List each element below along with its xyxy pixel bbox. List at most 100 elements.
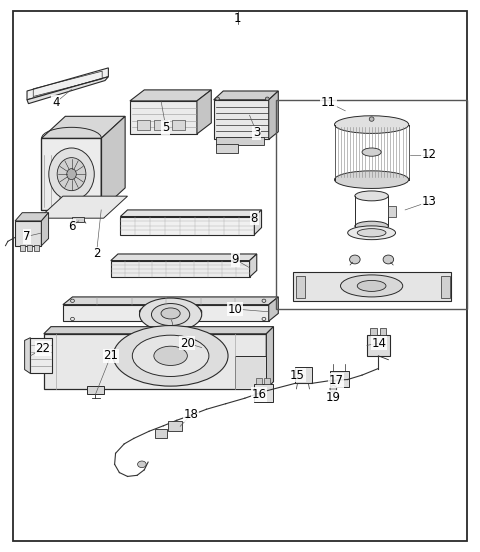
Polygon shape xyxy=(293,272,451,301)
Polygon shape xyxy=(39,196,128,218)
Bar xyxy=(155,428,167,438)
Bar xyxy=(254,384,273,401)
Bar xyxy=(264,379,270,384)
Ellipse shape xyxy=(335,116,408,134)
Ellipse shape xyxy=(355,191,388,201)
Ellipse shape xyxy=(383,255,394,264)
Bar xyxy=(441,276,450,298)
Text: 18: 18 xyxy=(184,408,199,421)
Bar xyxy=(216,144,238,153)
Text: 10: 10 xyxy=(228,302,243,316)
Polygon shape xyxy=(269,91,278,140)
Polygon shape xyxy=(41,116,125,139)
Text: 17: 17 xyxy=(328,374,343,387)
Bar xyxy=(276,100,468,309)
Polygon shape xyxy=(235,356,266,389)
Polygon shape xyxy=(63,297,278,305)
Ellipse shape xyxy=(369,117,374,121)
Bar xyxy=(297,276,305,298)
Polygon shape xyxy=(111,254,257,261)
Ellipse shape xyxy=(335,171,408,188)
Ellipse shape xyxy=(67,168,76,179)
Text: 21: 21 xyxy=(103,349,118,362)
Bar xyxy=(380,328,386,335)
Ellipse shape xyxy=(140,298,202,331)
Polygon shape xyxy=(101,116,125,210)
Ellipse shape xyxy=(57,158,86,190)
Bar xyxy=(20,245,24,251)
Ellipse shape xyxy=(161,308,180,319)
Ellipse shape xyxy=(340,275,403,297)
Text: 5: 5 xyxy=(162,121,169,134)
Bar xyxy=(256,379,262,384)
Polygon shape xyxy=(111,261,250,277)
Ellipse shape xyxy=(357,229,386,237)
Polygon shape xyxy=(41,139,101,210)
Bar xyxy=(370,328,377,335)
Ellipse shape xyxy=(348,226,396,240)
Ellipse shape xyxy=(362,148,381,156)
Polygon shape xyxy=(41,213,48,246)
Ellipse shape xyxy=(138,461,146,468)
Polygon shape xyxy=(269,297,278,321)
Bar xyxy=(295,367,312,384)
Text: 9: 9 xyxy=(231,253,239,266)
Bar xyxy=(154,120,167,130)
Polygon shape xyxy=(130,101,197,134)
Polygon shape xyxy=(130,90,211,101)
Polygon shape xyxy=(15,213,48,221)
Bar xyxy=(216,137,264,145)
Text: 7: 7 xyxy=(23,230,31,243)
Text: 16: 16 xyxy=(252,388,267,401)
Polygon shape xyxy=(24,338,30,374)
Text: 3: 3 xyxy=(253,126,261,139)
Text: 6: 6 xyxy=(68,220,75,233)
Polygon shape xyxy=(266,327,274,389)
Polygon shape xyxy=(254,210,262,235)
Polygon shape xyxy=(30,338,52,374)
Ellipse shape xyxy=(113,326,228,386)
Text: 8: 8 xyxy=(251,211,258,225)
Polygon shape xyxy=(214,91,278,100)
Polygon shape xyxy=(15,221,41,246)
Ellipse shape xyxy=(152,304,190,326)
Polygon shape xyxy=(120,216,254,235)
Ellipse shape xyxy=(140,303,202,321)
Polygon shape xyxy=(44,334,266,389)
Bar xyxy=(330,371,349,387)
Ellipse shape xyxy=(132,335,209,376)
Text: 4: 4 xyxy=(52,96,60,109)
Ellipse shape xyxy=(349,255,360,264)
Polygon shape xyxy=(72,216,84,222)
Bar xyxy=(168,421,181,431)
Ellipse shape xyxy=(216,97,219,100)
Polygon shape xyxy=(250,254,257,277)
Polygon shape xyxy=(87,386,104,394)
Text: 12: 12 xyxy=(421,148,436,161)
Polygon shape xyxy=(44,327,274,334)
Bar xyxy=(388,205,396,216)
Polygon shape xyxy=(120,210,262,216)
Ellipse shape xyxy=(330,385,336,392)
Bar xyxy=(27,245,32,251)
Text: 11: 11 xyxy=(321,96,336,109)
Text: 13: 13 xyxy=(421,195,436,208)
Ellipse shape xyxy=(49,148,94,200)
Ellipse shape xyxy=(355,221,388,231)
Ellipse shape xyxy=(357,280,386,291)
Polygon shape xyxy=(27,77,108,104)
Ellipse shape xyxy=(154,346,187,365)
Bar xyxy=(34,245,39,251)
Bar xyxy=(172,120,185,130)
Text: 15: 15 xyxy=(290,369,305,381)
Polygon shape xyxy=(197,90,211,134)
Text: 1: 1 xyxy=(234,12,241,25)
Polygon shape xyxy=(63,305,269,321)
Text: 22: 22 xyxy=(36,342,50,355)
Polygon shape xyxy=(214,100,269,140)
Text: 2: 2 xyxy=(93,247,100,261)
Text: 20: 20 xyxy=(180,337,195,349)
Text: 14: 14 xyxy=(372,337,386,349)
Ellipse shape xyxy=(265,97,269,100)
Text: 19: 19 xyxy=(326,391,341,404)
